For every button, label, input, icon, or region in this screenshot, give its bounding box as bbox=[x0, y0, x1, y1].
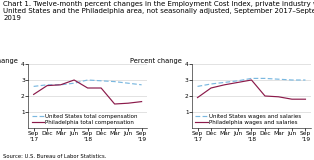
Y-axis label: Percent change: Percent change bbox=[130, 58, 182, 64]
Philadelphia total compensation bbox=[45, 85, 49, 87]
United States total compensation bbox=[86, 79, 89, 81]
Philadelphia total compensation bbox=[72, 79, 76, 81]
United States total compensation bbox=[113, 81, 116, 83]
United States wages and salaries bbox=[209, 83, 213, 85]
United States total compensation bbox=[99, 80, 103, 82]
Philadelphia wages and salaries bbox=[209, 87, 213, 89]
Philadelphia wages and salaries bbox=[196, 97, 199, 99]
Philadelphia total compensation bbox=[113, 103, 116, 105]
Line: United States wages and salaries: United States wages and salaries bbox=[198, 78, 306, 86]
Text: Chart 1. Twelve-month percent changes in the Employment Cost Index, private indu: Chart 1. Twelve-month percent changes in… bbox=[3, 1, 314, 21]
United States wages and salaries bbox=[223, 81, 226, 83]
Line: Philadelphia total compensation: Philadelphia total compensation bbox=[34, 80, 142, 104]
Line: United States total compensation: United States total compensation bbox=[34, 80, 142, 86]
United States wages and salaries bbox=[263, 77, 267, 79]
United States total compensation bbox=[45, 84, 49, 86]
United States total compensation bbox=[72, 82, 76, 84]
United States total compensation bbox=[32, 85, 35, 87]
Philadelphia wages and salaries bbox=[277, 96, 280, 98]
United States total compensation bbox=[59, 84, 62, 86]
Philadelphia total compensation bbox=[86, 87, 89, 89]
Philadelphia total compensation bbox=[99, 87, 103, 89]
Philadelphia wages and salaries bbox=[236, 81, 240, 83]
Text: Source: U.S. Bureau of Labor Statistics.: Source: U.S. Bureau of Labor Statistics. bbox=[3, 154, 106, 159]
Philadelphia wages and salaries bbox=[250, 79, 253, 81]
United States wages and salaries bbox=[290, 79, 294, 81]
Philadelphia total compensation bbox=[32, 93, 35, 95]
United States wages and salaries bbox=[277, 78, 280, 80]
Philadelphia wages and salaries bbox=[263, 95, 267, 97]
Philadelphia total compensation bbox=[59, 84, 62, 86]
United States wages and salaries bbox=[250, 77, 253, 79]
Philadelphia wages and salaries bbox=[304, 98, 307, 100]
United States wages and salaries bbox=[236, 80, 240, 82]
Legend: United States wages and salaries, Philadelphia wages and salaries: United States wages and salaries, Philad… bbox=[195, 113, 302, 125]
Philadelphia wages and salaries bbox=[223, 84, 226, 86]
Line: Philadelphia wages and salaries: Philadelphia wages and salaries bbox=[198, 80, 306, 99]
United States total compensation bbox=[140, 84, 143, 86]
Philadelphia total compensation bbox=[126, 102, 130, 104]
Philadelphia total compensation bbox=[140, 101, 143, 103]
United States wages and salaries bbox=[196, 85, 199, 87]
Philadelphia wages and salaries bbox=[290, 98, 294, 100]
Y-axis label: Percent change: Percent change bbox=[0, 58, 18, 64]
United States wages and salaries bbox=[304, 79, 307, 81]
Legend: United States total compensation, Philadelphia total compensation: United States total compensation, Philad… bbox=[31, 113, 138, 125]
United States total compensation bbox=[126, 82, 130, 84]
